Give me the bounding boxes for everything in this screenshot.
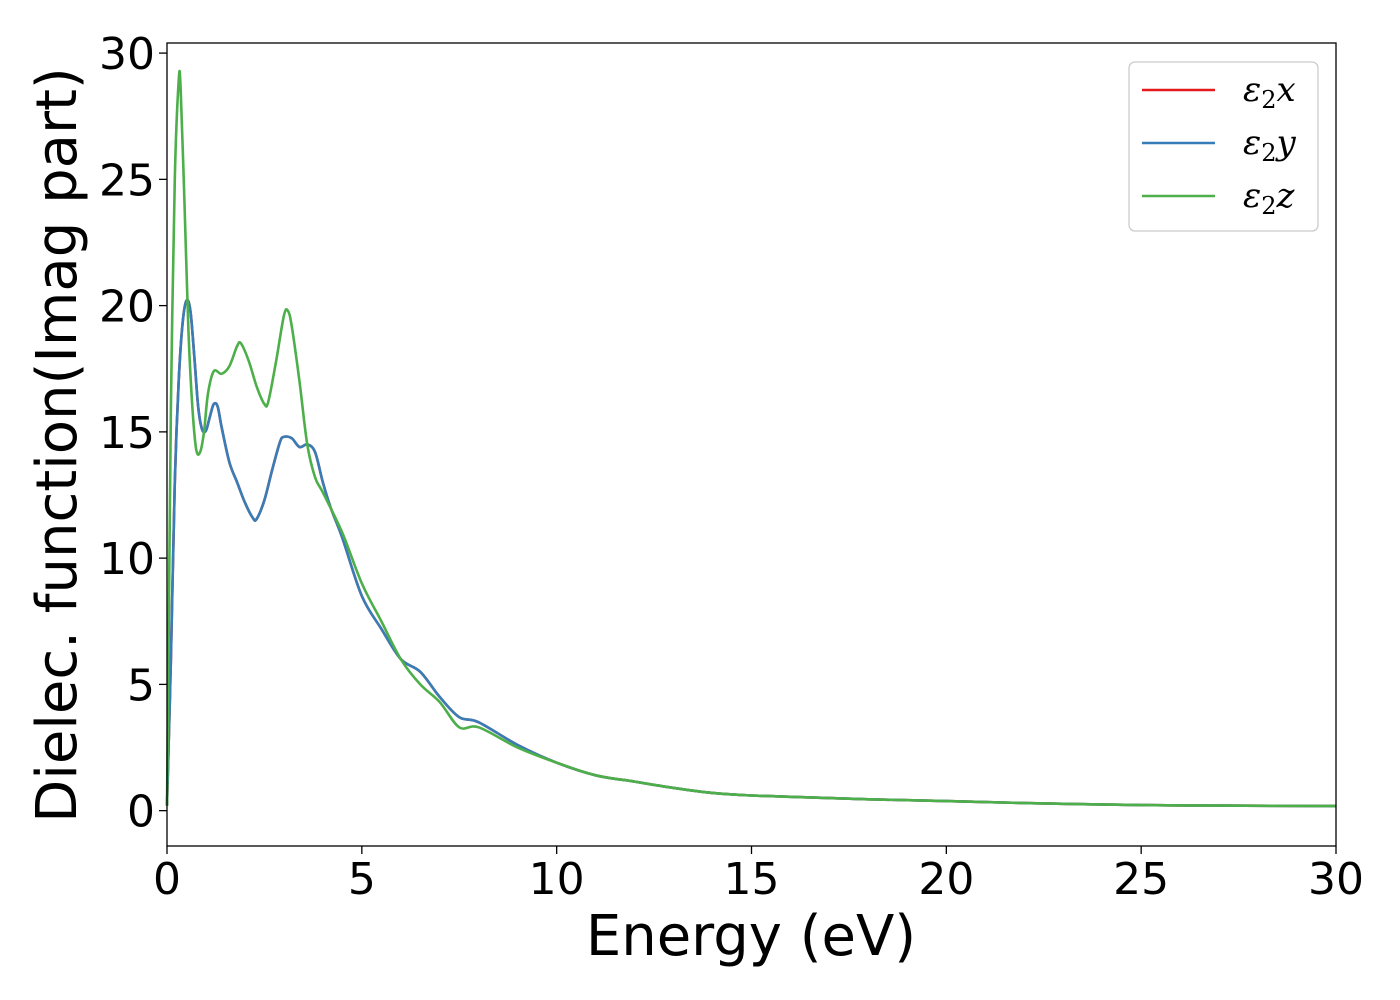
y-tick-label: 20	[99, 282, 155, 333]
x-axis-title: Energy (eV)	[586, 904, 916, 969]
x-axis-ticks: 0 5 10 15 20 25 30	[153, 846, 1364, 905]
series-lines	[165, 69, 1337, 808]
x-tick-label: 0	[153, 854, 181, 905]
x-tick-label: 15	[724, 854, 780, 905]
y-tick-label: 30	[99, 29, 155, 80]
y-tick-label: 25	[99, 155, 155, 206]
y-tick-label: 0	[127, 787, 155, 838]
series-line-y	[165, 298, 1337, 808]
legend-label-x: ε2x	[1243, 70, 1296, 114]
y-axis-title: Dielec. function(Imag part)	[25, 67, 90, 823]
legend-label-z: ε2z	[1243, 176, 1296, 220]
series-line-x	[165, 298, 1337, 808]
legend-label-y: ε2y	[1243, 123, 1297, 167]
legend: ε2x ε2y ε2z	[1128, 61, 1319, 232]
x-tick-label: 5	[348, 854, 376, 905]
x-tick-label: 30	[1308, 854, 1364, 905]
x-tick-label: 25	[1113, 854, 1169, 905]
y-tick-label: 5	[127, 660, 155, 711]
y-tick-label: 15	[99, 408, 155, 459]
x-tick-label: 10	[529, 854, 585, 905]
x-tick-label: 20	[918, 854, 974, 905]
legend-box	[1128, 61, 1319, 232]
y-axis-ticks: 0 5 10 15 20 25 30	[99, 29, 167, 838]
y-tick-label: 10	[99, 534, 155, 585]
series-line-z	[165, 69, 1337, 808]
